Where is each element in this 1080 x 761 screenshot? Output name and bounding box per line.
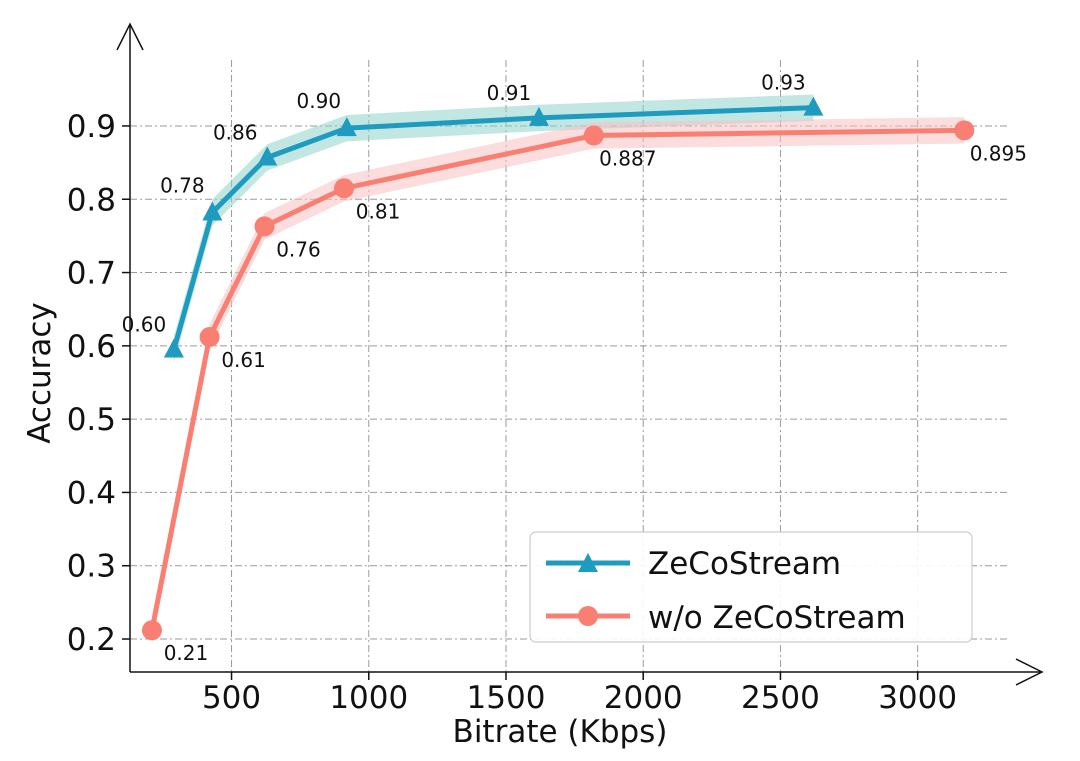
x-tick-label: 1500 bbox=[467, 680, 546, 716]
data-point-triangle bbox=[803, 96, 824, 116]
x-tick-label: 3000 bbox=[878, 680, 957, 716]
data-label: 0.887 bbox=[599, 146, 656, 170]
legend-marker-circle-icon bbox=[578, 606, 598, 626]
data-label: 0.90 bbox=[297, 89, 342, 113]
legend-label-zecostream: ZeCoStream bbox=[648, 546, 841, 582]
y-tick-label: 0.8 bbox=[67, 182, 116, 218]
data-label: 0.93 bbox=[761, 71, 806, 95]
data-point-circle bbox=[254, 216, 275, 237]
data-point-circle bbox=[583, 125, 604, 146]
y-axis-title: Accuracy bbox=[22, 302, 58, 444]
x-tick-label: 2000 bbox=[604, 680, 683, 716]
series bbox=[141, 96, 975, 641]
data-label: 0.76 bbox=[276, 237, 321, 261]
series-line bbox=[171, 105, 814, 351]
data-point-triangle bbox=[202, 201, 223, 221]
y-tick-label: 0.5 bbox=[67, 402, 116, 438]
data-point-circle bbox=[954, 120, 975, 141]
data-point-circle bbox=[141, 620, 162, 641]
x-axis-title: Bitrate (Kbps) bbox=[453, 714, 668, 750]
legend-box bbox=[529, 531, 973, 643]
y-tick-label: 0.9 bbox=[67, 109, 116, 145]
confidence-bands bbox=[151, 94, 965, 644]
tick-labels: 500 1000 1500 2000 2500 30000.20.30.40.50.60.… bbox=[67, 109, 957, 716]
x-tick-label: 500 bbox=[202, 680, 261, 716]
data-point-triangle bbox=[336, 117, 357, 137]
data-label: 0.895 bbox=[970, 141, 1027, 165]
data-label: 0.60 bbox=[122, 313, 167, 337]
x-axis-arrow-icon bbox=[1015, 658, 1044, 686]
data-label: 0.86 bbox=[213, 120, 258, 144]
series-line bbox=[149, 127, 965, 631]
y-tick-label: 0.6 bbox=[67, 329, 116, 365]
data-label: 0.21 bbox=[164, 641, 209, 665]
data-label: 0.91 bbox=[487, 81, 532, 105]
data-point-circle bbox=[334, 178, 355, 199]
y-tick-label: 0.3 bbox=[67, 549, 116, 585]
data-label: 0.78 bbox=[160, 173, 205, 197]
data-point-triangle bbox=[257, 146, 278, 166]
y-tick-label: 0.2 bbox=[67, 622, 116, 658]
axes bbox=[116, 22, 1044, 686]
y-tick-label: 0.4 bbox=[67, 475, 116, 511]
legend-marker-triangle-icon bbox=[578, 553, 598, 572]
y-axis-arrow-icon bbox=[116, 22, 144, 51]
legend: ZeCoStream w/o ZeCoStream bbox=[529, 531, 973, 643]
y-tick-label: 0.7 bbox=[67, 256, 116, 292]
data-label: 0.61 bbox=[221, 348, 266, 372]
data-label: 0.81 bbox=[356, 199, 401, 223]
x-tick-label: 2500 bbox=[741, 680, 820, 716]
data-point-triangle bbox=[528, 106, 549, 126]
data-point-circle bbox=[199, 327, 220, 348]
data-point-triangle bbox=[163, 338, 184, 358]
x-tick-label: 1000 bbox=[329, 680, 408, 716]
legend-label-wo-zecostream: w/o ZeCoStream bbox=[648, 600, 906, 636]
data-labels: 0.60 0.78 0.86 0.90 0.91 0.93 0.21 0.61 0.76 0.81… bbox=[122, 71, 1027, 666]
